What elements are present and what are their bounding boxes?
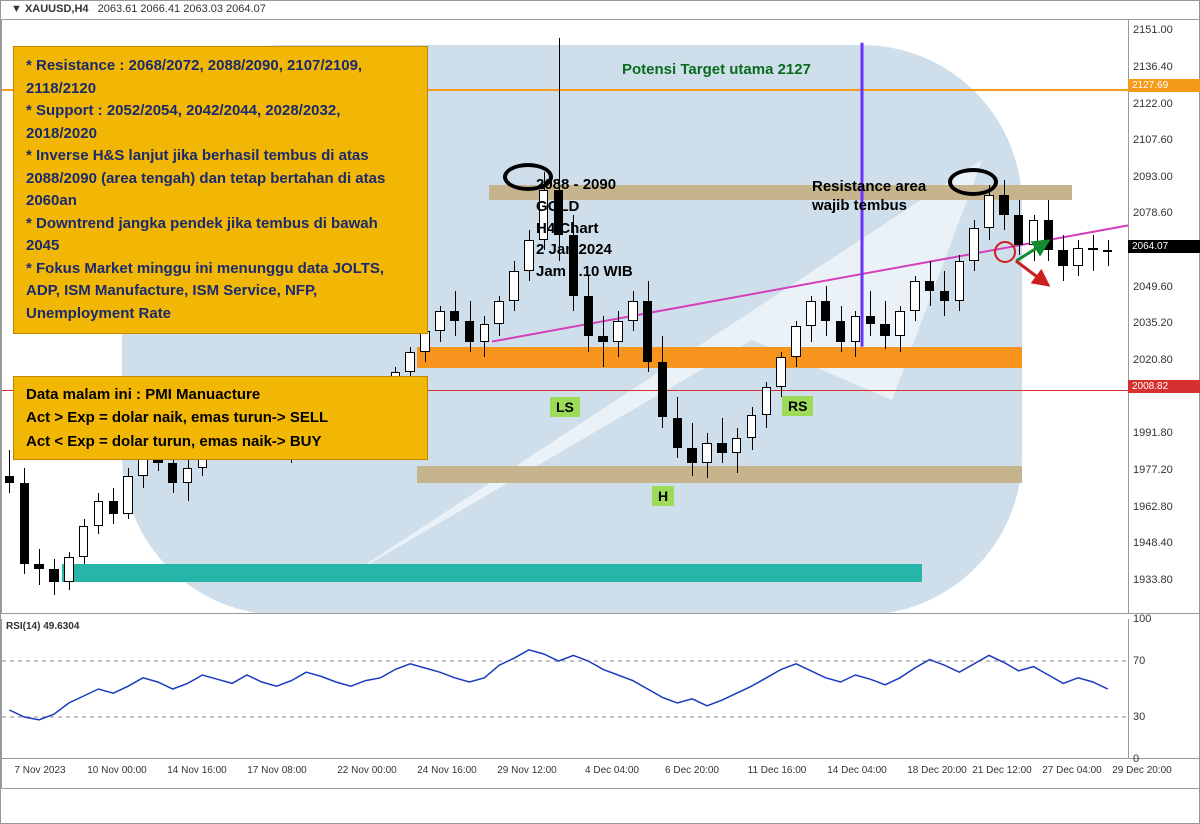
ohlc-values: 2063.61 2066.41 2063.03 2064.07	[98, 3, 266, 15]
x-tick: 18 Dec 20:00	[907, 765, 967, 776]
x-tick: 6 Dec 20:00	[665, 765, 719, 776]
mid-label: 2088 - 2090GOLDH4 Chart2 Jan 2024Jam 7.1…	[536, 174, 633, 283]
rsi-panel[interactable]: RSI(14) 49.6304	[1, 619, 1129, 759]
y-tick: 1991.80	[1133, 427, 1173, 439]
x-tick: 4 Dec 04:00	[585, 765, 639, 776]
projection-arrow-icon	[1006, 231, 1066, 291]
rsi-y-tick: 30	[1133, 711, 1145, 723]
x-tick: 21 Dec 12:00	[972, 765, 1032, 776]
chip-h: H	[652, 486, 674, 506]
y-tick: 1948.40	[1133, 537, 1173, 549]
x-tick: 29 Dec 20:00	[1112, 765, 1172, 776]
x-tick: 7 Nov 2023	[14, 765, 65, 776]
y-tick: 2078.60	[1133, 207, 1173, 219]
data-box: Data malam ini : PMI ManuactureAct > Exp…	[13, 376, 428, 460]
y-tick: 1962.80	[1133, 501, 1173, 513]
y-tick: 2035.20	[1133, 317, 1173, 329]
y-tick: 2049.60	[1133, 281, 1173, 293]
y-tick: 2151.00	[1133, 24, 1173, 36]
y-tick: 2122.00	[1133, 98, 1173, 110]
chart-frame: ▼ XAUUSD,H4 2063.61 2066.41 2063.03 2064…	[0, 0, 1200, 824]
y-tick: 1933.80	[1133, 574, 1173, 586]
x-tick: 22 Nov 00:00	[337, 765, 397, 776]
rsi-y-axis: 10070300	[1129, 619, 1200, 759]
x-tick: 10 Nov 00:00	[87, 765, 147, 776]
zone-teal	[62, 564, 922, 582]
ellipse-marker	[948, 168, 998, 196]
price-flag: 2008.82	[1128, 380, 1200, 393]
x-tick: 17 Nov 08:00	[247, 765, 307, 776]
price-flag: 2064.07	[1128, 240, 1200, 253]
analysis-box: * Resistance : 2068/2072, 2088/2090, 210…	[13, 46, 428, 334]
x-tick: 11 Dec 16:00	[748, 765, 807, 776]
resistance-label: Resistance areawajib tembus	[812, 177, 926, 216]
rsi-y-tick: 100	[1133, 613, 1151, 625]
y-tick: 1977.20	[1133, 464, 1173, 476]
x-tick: 24 Nov 16:00	[417, 765, 477, 776]
symbol-name: XAUUSD,H4	[25, 3, 89, 15]
x-axis: 7 Nov 2023 10 Nov 00:00 14 Nov 16:00 17 Nov…	[1, 759, 1200, 789]
x-tick: 29 Nov 12:00	[497, 765, 557, 776]
target-label: Potensi Target utama 2127	[622, 61, 811, 78]
chip-ls: LS	[550, 397, 580, 417]
y-tick: 2107.60	[1133, 134, 1173, 146]
y-tick: 2136.40	[1133, 61, 1173, 73]
ellipse-marker	[503, 163, 553, 191]
chip-rs: RS	[782, 396, 813, 416]
x-tick: 27 Dec 04:00	[1042, 765, 1102, 776]
y-tick: 2020.80	[1133, 354, 1173, 366]
price-y-axis: 2151.00 2136.40 2122.00 2107.60 2093.00 2078.…	[1129, 19, 1200, 614]
x-tick: 14 Nov 16:00	[167, 765, 227, 776]
rsi-y-tick: 70	[1133, 655, 1145, 667]
price-flag: 2127.69	[1128, 79, 1200, 92]
x-tick: 14 Dec 04:00	[827, 765, 887, 776]
zone-orange	[417, 347, 1022, 369]
y-tick: 2093.00	[1133, 171, 1173, 183]
symbol-header: ▼ XAUUSD,H4 2063.61 2066.41 2063.03 2064…	[5, 3, 266, 15]
zone-tan	[417, 466, 1022, 484]
